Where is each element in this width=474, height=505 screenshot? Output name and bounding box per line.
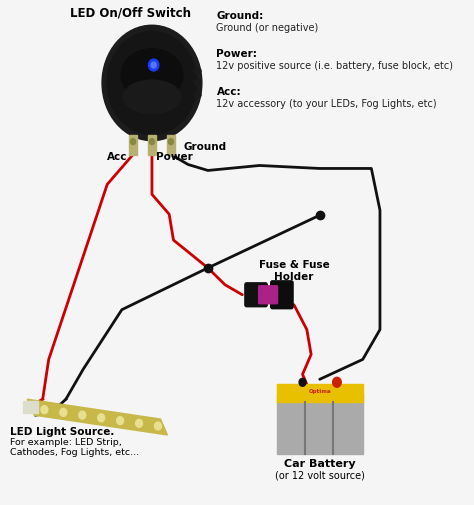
Ellipse shape [194,68,201,74]
Circle shape [299,378,306,386]
Text: Acc:: Acc: [217,87,241,97]
Ellipse shape [121,48,183,101]
Text: 12v positive source (i.e. battery, fuse block, etc): 12v positive source (i.e. battery, fuse … [217,61,454,71]
Text: Car Battery: Car Battery [284,459,356,469]
Circle shape [41,406,48,414]
Ellipse shape [194,92,201,98]
Circle shape [168,139,173,144]
Text: 12v accessory (to your LEDs, Fog Lights, etc): 12v accessory (to your LEDs, Fog Lights,… [217,99,437,109]
FancyBboxPatch shape [277,384,363,402]
FancyBboxPatch shape [166,135,175,155]
Text: LED Light Source.: LED Light Source. [10,427,114,437]
FancyBboxPatch shape [271,281,293,309]
Text: Acc: Acc [107,152,128,162]
Text: Optima: Optima [309,389,331,394]
Text: Power:: Power: [217,49,257,59]
Text: (or 12 volt source): (or 12 volt source) [275,471,365,481]
FancyBboxPatch shape [259,286,278,304]
Circle shape [151,62,156,68]
Text: Ground (or negative): Ground (or negative) [217,23,319,33]
Circle shape [136,419,143,427]
Circle shape [155,422,162,430]
Text: Ground:: Ground: [217,11,264,21]
Polygon shape [27,399,167,435]
Circle shape [98,414,105,422]
Text: Fuse & Fuse
Holder: Fuse & Fuse Holder [258,260,329,282]
FancyBboxPatch shape [245,283,267,307]
Circle shape [117,417,124,425]
FancyBboxPatch shape [129,135,137,155]
Polygon shape [23,401,37,413]
Ellipse shape [123,80,181,114]
FancyBboxPatch shape [277,394,363,454]
Circle shape [60,409,67,416]
Circle shape [107,31,197,135]
Circle shape [149,139,155,144]
Text: LED On/Off Switch: LED On/Off Switch [70,7,191,19]
FancyBboxPatch shape [148,135,156,155]
Circle shape [333,377,341,387]
Text: For example: LED Strip,
Cathodes, Fog Lights, etc...: For example: LED Strip, Cathodes, Fog Li… [10,438,139,458]
Text: Power: Power [156,152,193,162]
Circle shape [148,59,159,71]
Circle shape [79,411,86,419]
Circle shape [130,139,136,144]
Ellipse shape [194,80,201,86]
Text: Ground: Ground [184,141,227,152]
Circle shape [102,25,202,140]
